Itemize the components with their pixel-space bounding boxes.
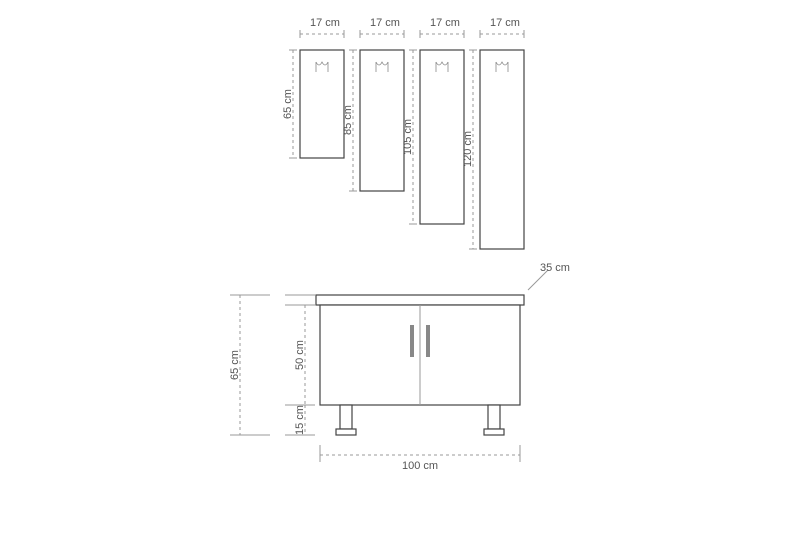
panel-1-width-label: 17 cm: [310, 17, 340, 29]
cabinet-door-height-label: 50 cm: [294, 335, 306, 375]
diagram-canvas: 17 cm 17 cm 17 cm 17 cm 65 cm 85 cm 105 …: [0, 0, 800, 533]
cabinet-width-label: 100 cm: [402, 460, 438, 472]
cabinet-depth-label: 35 cm: [540, 262, 570, 274]
cabinet-leg-left: [336, 405, 356, 435]
panel-4-width-label: 17 cm: [490, 17, 520, 29]
panel-2-width-label: 17 cm: [370, 17, 400, 29]
diagram-svg: [0, 0, 800, 533]
cabinet-total-height-label: 65 cm: [229, 345, 241, 385]
cabinet-leg-height-label: 15 cm: [294, 400, 306, 440]
panel-1: [289, 30, 344, 158]
panel-3-width-label: 17 cm: [430, 17, 460, 29]
panel-2-height-label: 85 cm: [342, 100, 354, 140]
cabinet: [316, 295, 524, 435]
door-handle-left: [410, 325, 414, 357]
cabinet-leg-right: [484, 405, 504, 435]
panel-3-height-label: 105 cm: [402, 117, 414, 157]
panel-4: [469, 30, 524, 249]
panel-2: [349, 30, 404, 191]
panel-3: [409, 30, 464, 224]
panel-4-height-label: 120 cm: [462, 129, 474, 169]
door-handle-right: [426, 325, 430, 357]
panel-1-height-label: 65 cm: [282, 84, 294, 124]
